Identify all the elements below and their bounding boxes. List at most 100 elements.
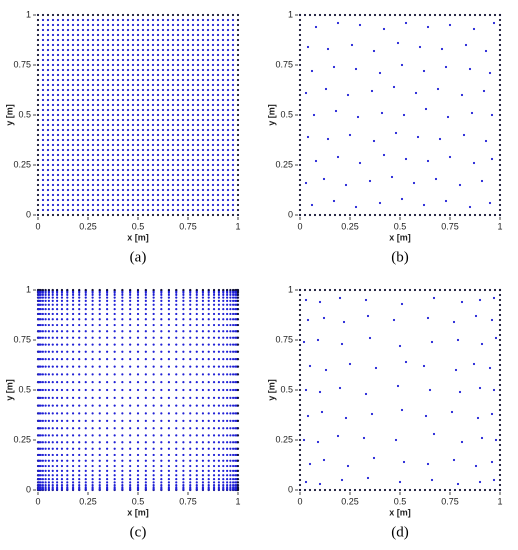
node [86, 123, 90, 127]
node [61, 143, 65, 147]
node [298, 478, 302, 482]
node [207, 388, 210, 392]
node [76, 148, 80, 152]
node [498, 448, 502, 452]
y-tick-label: 0 [26, 484, 31, 494]
node [141, 118, 145, 122]
node [116, 203, 120, 207]
node [36, 213, 40, 217]
node [236, 474, 240, 477]
node [91, 427, 94, 430]
node [144, 299, 147, 302]
node [131, 203, 135, 207]
node [39, 412, 42, 415]
node [44, 427, 47, 430]
node [231, 178, 235, 182]
node [195, 447, 198, 450]
node [298, 13, 302, 17]
node [182, 330, 185, 333]
node [121, 143, 125, 147]
node [111, 73, 115, 77]
node [61, 33, 65, 37]
node [383, 488, 387, 492]
node [322, 177, 326, 181]
node [84, 336, 87, 339]
node [488, 201, 492, 205]
node [189, 343, 192, 346]
node [71, 427, 75, 430]
node [41, 13, 45, 17]
node [76, 178, 80, 182]
node [66, 293, 69, 296]
node [400, 302, 404, 306]
node [189, 303, 192, 306]
node [216, 78, 220, 82]
node [298, 208, 302, 212]
node [51, 358, 54, 361]
node [181, 208, 185, 212]
node [47, 291, 51, 294]
node [232, 447, 235, 450]
node [98, 381, 101, 384]
node [101, 153, 105, 157]
node [121, 474, 124, 477]
node [47, 312, 51, 316]
node [323, 13, 327, 17]
node [86, 88, 90, 92]
node [101, 13, 105, 17]
node [462, 133, 466, 137]
node [196, 38, 200, 42]
node [298, 143, 302, 147]
node [310, 69, 314, 73]
node [141, 163, 145, 167]
node [46, 33, 50, 37]
node [156, 138, 160, 142]
node [152, 293, 155, 296]
node [76, 103, 80, 107]
node [201, 213, 205, 217]
node [160, 427, 163, 430]
node [144, 434, 147, 437]
node [91, 188, 95, 192]
node [66, 113, 70, 117]
node [229, 323, 232, 327]
node [232, 373, 235, 376]
node [91, 308, 94, 311]
node [71, 93, 75, 97]
node [217, 434, 220, 437]
node [126, 213, 130, 217]
node [101, 113, 105, 117]
node [66, 88, 70, 92]
node [121, 158, 125, 162]
node [226, 453, 229, 457]
node [226, 93, 230, 97]
node [171, 83, 175, 87]
node [106, 158, 110, 162]
node [186, 133, 190, 137]
node [144, 343, 147, 346]
node [131, 158, 135, 162]
node [131, 198, 135, 202]
node [231, 118, 235, 122]
node [336, 21, 340, 25]
node [167, 484, 170, 487]
node [160, 350, 163, 353]
node [101, 118, 105, 122]
node [111, 183, 115, 187]
node [231, 138, 235, 142]
node [78, 336, 81, 339]
node [61, 203, 65, 207]
node [71, 396, 75, 399]
node [66, 138, 70, 142]
node [71, 58, 75, 62]
node [141, 183, 145, 187]
node [298, 288, 302, 292]
node [175, 486, 178, 489]
node [402, 460, 406, 464]
node [221, 58, 225, 62]
node [60, 308, 64, 311]
node [483, 13, 487, 17]
node [106, 358, 109, 361]
node [498, 393, 502, 397]
